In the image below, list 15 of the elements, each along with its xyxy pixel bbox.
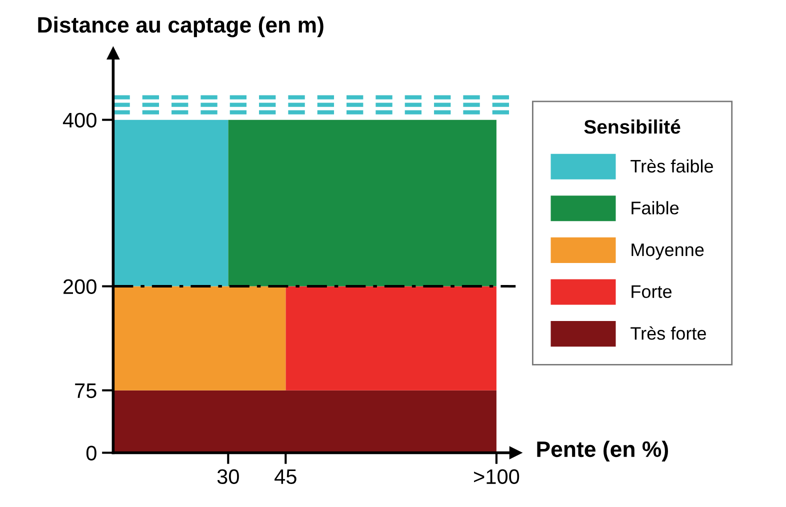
x-tick-label: 45 bbox=[274, 469, 296, 484]
legend-label: Forte bbox=[632, 285, 672, 298]
y-tick-label: 75 bbox=[75, 384, 96, 398]
legend-label: Moyenne bbox=[632, 244, 704, 260]
x-tick-label: >100 bbox=[474, 469, 520, 484]
x-tick-label: 30 bbox=[217, 469, 239, 484]
legend-label: Faible bbox=[632, 201, 679, 214]
legend-title: Sensibilité bbox=[584, 119, 680, 134]
y-axis-title: Distance au captage (en m) bbox=[38, 16, 324, 38]
y-tick-label: 400 bbox=[62, 112, 96, 128]
y-tick-label: 200 bbox=[64, 279, 96, 294]
x-axis-title: Pente (en %) bbox=[537, 440, 668, 462]
legend-label: Très faible bbox=[630, 159, 714, 173]
legend-label: Très forte bbox=[630, 326, 706, 340]
y-tick-label: 0 bbox=[86, 446, 96, 461]
